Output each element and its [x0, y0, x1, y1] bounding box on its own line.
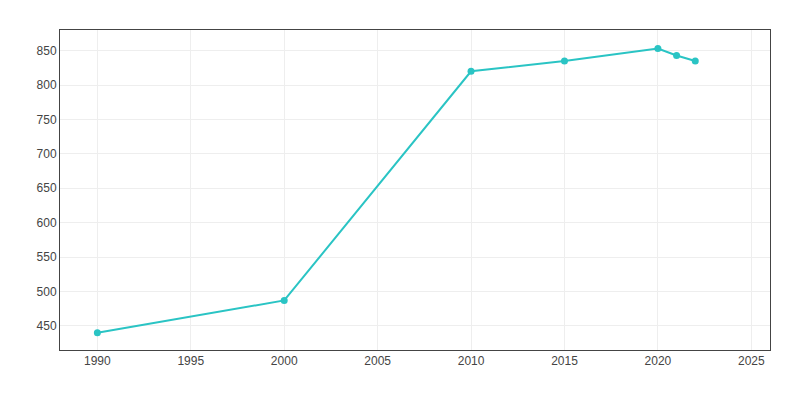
svg-text:2015: 2015 [551, 354, 578, 368]
svg-text:2010: 2010 [458, 354, 485, 368]
svg-text:2005: 2005 [364, 354, 391, 368]
svg-text:650: 650 [37, 181, 57, 195]
svg-text:800: 800 [37, 78, 57, 92]
svg-text:850: 850 [37, 44, 57, 58]
svg-text:750: 750 [37, 113, 57, 127]
svg-text:2000: 2000 [271, 354, 298, 368]
svg-text:450: 450 [37, 319, 57, 333]
svg-text:1995: 1995 [177, 354, 204, 368]
svg-text:2020: 2020 [645, 354, 672, 368]
svg-text:500: 500 [37, 285, 57, 299]
svg-text:2025: 2025 [738, 354, 765, 368]
svg-text:700: 700 [37, 147, 57, 161]
svg-text:550: 550 [37, 250, 57, 264]
svg-text:1990: 1990 [84, 354, 111, 368]
svg-text:600: 600 [37, 216, 57, 230]
